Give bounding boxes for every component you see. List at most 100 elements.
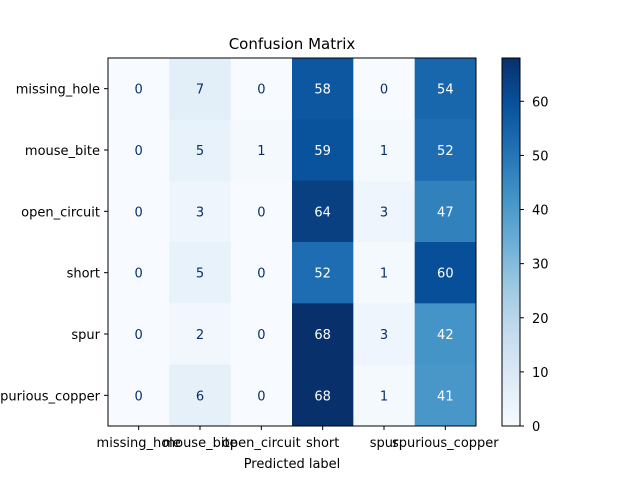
- colorbar-tick-label: 30: [532, 258, 549, 273]
- cell-value-label: 3: [196, 205, 204, 220]
- x-tick-label: spur: [370, 436, 399, 451]
- heatmap-cell: [230, 303, 293, 366]
- cell-value-label: 0: [135, 267, 143, 282]
- x-tick-label: open_circuit: [222, 436, 301, 451]
- heatmap-cell-labels: 0 7 0 58 0 540 5 1 59 1 520 3 0 64 3 470 5 0 52 1 600 2 0 68 3 42…: [135, 83, 454, 405]
- cell-value-label: 1: [380, 144, 388, 159]
- cell-value-label: 6: [196, 389, 204, 404]
- cell-value-label: 3: [380, 328, 388, 343]
- cell-value-label: 68: [314, 389, 331, 404]
- heatmap-cell: [414, 364, 477, 427]
- chart-title: Confusion Matrix: [229, 35, 356, 53]
- y-tick-label: open_circuit: [21, 205, 100, 220]
- cell-value-label: 5: [196, 144, 204, 159]
- cell-value-label: 52: [314, 267, 331, 282]
- heatmap-cell: [353, 303, 416, 366]
- cell-value-label: 1: [380, 389, 388, 404]
- colorbar-tick-label: 50: [532, 149, 549, 164]
- cell-value-label: 1: [257, 144, 265, 159]
- cell-value-label: 0: [135, 144, 143, 159]
- cell-value-label: 0: [135, 83, 143, 98]
- cell-value-label: 47: [437, 205, 454, 220]
- heatmap-cell: [230, 58, 293, 120]
- cell-value-label: 5: [196, 267, 204, 282]
- x-axis-label: Predicted label: [244, 457, 341, 472]
- heatmap-cell: [108, 242, 170, 304]
- heatmap-cell: [108, 58, 170, 120]
- heatmap-cell: [108, 364, 170, 427]
- heatmap-cell: [414, 58, 477, 120]
- heatmap-cell: [353, 58, 416, 120]
- plot-frame: [107, 57, 477, 427]
- cell-value-label: 0: [135, 389, 143, 404]
- heatmap-cell: [230, 242, 293, 304]
- cell-value-label: 0: [257, 205, 265, 220]
- x-tick-label: spurious_copper: [392, 436, 499, 451]
- cell-value-label: 60: [437, 267, 454, 282]
- cell-value-label: 52: [437, 144, 454, 159]
- heatmap-cell: [169, 303, 232, 366]
- heatmap-cell: [292, 303, 354, 366]
- y-tick-label: spurious_copper: [0, 389, 101, 404]
- heatmap-cell: [353, 180, 416, 243]
- heatmap-cell: [414, 180, 477, 243]
- heatmap-cell: [108, 180, 170, 243]
- heatmap-cell: [108, 303, 170, 366]
- cell-value-label: 1: [380, 267, 388, 282]
- heatmap-cell: [353, 119, 416, 182]
- cell-value-label: 54: [437, 83, 454, 98]
- colorbar-tick-label: 40: [532, 204, 549, 219]
- colorbar-tick-label: 60: [532, 95, 549, 110]
- y-tick-label: mouse_bite: [25, 144, 100, 159]
- cell-value-label: 0: [257, 389, 265, 404]
- colorbar-tick-label: 10: [532, 366, 549, 381]
- heatmap-cell: [292, 119, 354, 182]
- cell-value-label: 3: [380, 205, 388, 220]
- heatmap-cell: [353, 364, 416, 427]
- cell-value-label: 0: [257, 83, 265, 98]
- cell-value-label: 0: [380, 83, 388, 98]
- heatmap-cell: [414, 303, 477, 366]
- cell-value-label: 0: [257, 267, 265, 282]
- y-tick-label: spur: [71, 328, 100, 343]
- heatmap-cell: [292, 58, 354, 120]
- cell-value-label: 0: [135, 328, 143, 343]
- heatmap-cell: [230, 180, 293, 243]
- heatmap-cell: [292, 242, 354, 304]
- heatmap-cell: [292, 364, 354, 427]
- heatmap-cell: [169, 119, 232, 182]
- heatmap-cell: [414, 119, 477, 182]
- x-tick-label: short: [306, 436, 339, 451]
- heatmap-cell: [414, 242, 477, 304]
- cell-value-label: 7: [196, 83, 204, 98]
- heatmap-cell: [169, 242, 232, 304]
- y-tick-label: short: [67, 267, 100, 282]
- heatmap-cell: [169, 364, 232, 427]
- cell-value-label: 59: [314, 144, 331, 159]
- x-tick-label: missing_hole: [97, 436, 181, 451]
- heatmap-cell: [108, 119, 170, 182]
- cell-value-label: 58: [314, 83, 331, 98]
- cell-value-label: 41: [437, 389, 454, 404]
- x-tick-label: mouse_bite: [162, 436, 237, 451]
- colorbar: [501, 57, 521, 427]
- heatmap-cell: [169, 180, 232, 243]
- heatmap-cell: [169, 58, 232, 120]
- cell-value-label: 68: [314, 328, 331, 343]
- heatmap-cell: [353, 242, 416, 304]
- cell-value-label: 0: [257, 328, 265, 343]
- cell-value-label: 42: [437, 328, 454, 343]
- heatmap-cells: [108, 58, 477, 427]
- colorbar-tick-label: 0: [532, 420, 540, 435]
- heatmap-cell: [230, 119, 293, 182]
- colorbar-ticks: 0 10 20 30 40 50 60: [520, 95, 549, 435]
- y-tick-label: missing_hole: [16, 83, 100, 98]
- cell-value-label: 64: [314, 205, 331, 220]
- heatmap-cell: [230, 364, 293, 427]
- cell-value-label: 0: [135, 205, 143, 220]
- heatmap-cell: [292, 180, 354, 243]
- colorbar-tick-label: 20: [532, 312, 549, 327]
